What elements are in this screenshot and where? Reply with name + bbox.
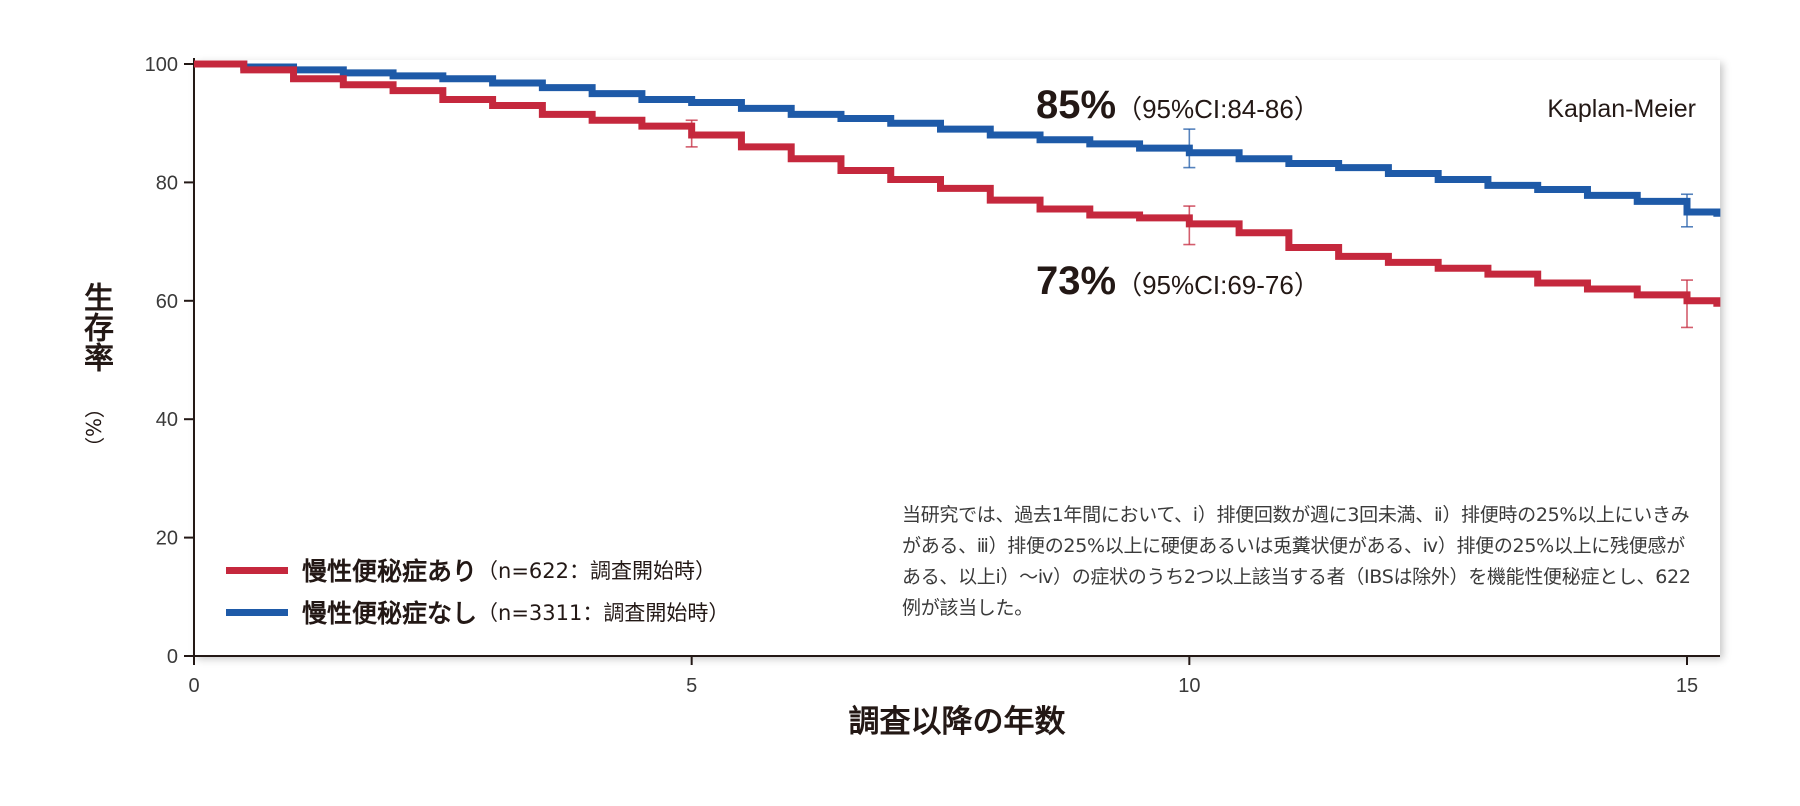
annotation-ci: （95%CI:69-76）	[1116, 270, 1320, 300]
x-tick-label: 0	[188, 675, 199, 697]
legend-series-name: 慢性便秘症あり	[302, 557, 478, 586]
y-tick-label: 40	[156, 409, 178, 431]
y-tick-label: 0	[167, 646, 178, 668]
annotation-no-constipation: 85%（95%CI:84-86）	[1036, 83, 1320, 127]
legend-swatch	[226, 608, 288, 616]
x-axis-label: 調査以降の年数	[849, 704, 1066, 740]
annotation-pct: 73%	[1036, 259, 1116, 303]
method-label: Kaplan-Meier	[1547, 95, 1696, 123]
ci-bar-series-1	[1183, 128, 1196, 169]
legend-series-note: （n=622：調査開始時）	[477, 559, 717, 583]
y-axis-unit: （%）	[81, 398, 105, 458]
ci-bar-series-0	[1183, 205, 1196, 246]
legend-item-without-constipation: 慢性便秘症なし （n=3311：調査開始時）	[226, 595, 786, 629]
legend-series-note: （n=3311：調査開始時）	[477, 601, 730, 625]
plot-panel	[194, 60, 1720, 656]
x-tick-label: 10	[1178, 675, 1200, 697]
series-line-0	[194, 60, 1721, 307]
axes: 0 20 40 60 80 100 0 5 10 15	[145, 54, 1720, 697]
confidence-intervals	[685, 119, 1693, 329]
ci-bar-series-1	[1681, 193, 1693, 228]
annotation-pct: 85%	[1036, 83, 1116, 127]
series-line-1	[194, 60, 1721, 217]
x-tick-label: 15	[1676, 675, 1698, 697]
y-axis-label: 生存率	[78, 282, 113, 372]
annotation-ci: （95%CI:84-86）	[1116, 94, 1320, 124]
annotation-with-constipation: 73%（95%CI:69-76）	[1036, 259, 1320, 303]
y-tick-label: 100	[145, 54, 178, 76]
ci-bar-series-0	[1681, 279, 1693, 329]
y-tick-label: 60	[156, 291, 178, 313]
legend-series-name: 慢性便秘症なし	[302, 599, 478, 628]
x-tick-label: 5	[686, 675, 697, 697]
series-layer	[194, 60, 1721, 307]
y-tick-label: 20	[156, 528, 178, 550]
legend-item-with-constipation: 慢性便秘症あり （n=622：調査開始時）	[226, 553, 786, 587]
legend-swatch	[226, 566, 288, 574]
footnote: 当研究では、過去1年間において、ⅰ）排便回数が週に3回未満、ⅱ）排便時の25%以…	[902, 504, 1691, 619]
ci-bar-series-0	[685, 119, 698, 148]
y-tick-label: 80	[156, 172, 178, 194]
